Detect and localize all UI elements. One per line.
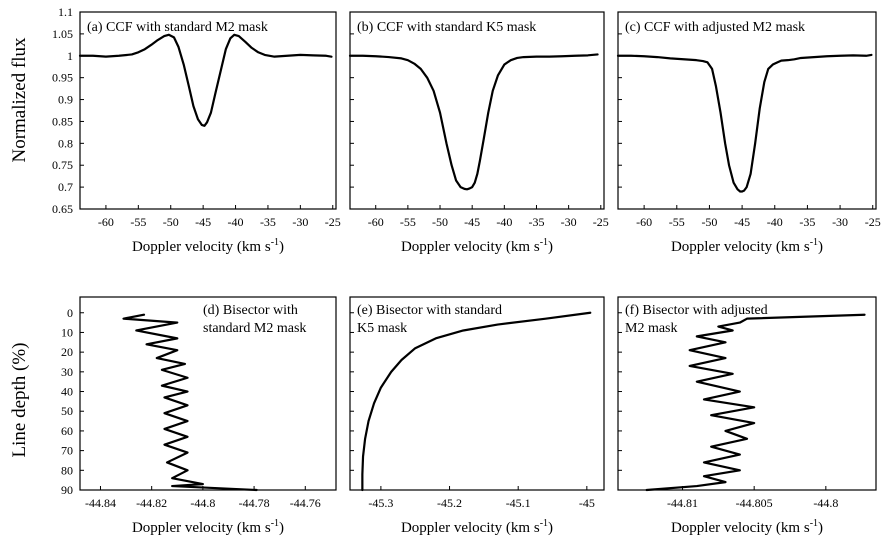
panel-c-title: (c) CCF with adjusted M2 mask (625, 20, 805, 35)
panel-d-title: (d) Bisector with (203, 303, 298, 318)
panel-a-x-tick-label: -60 (98, 215, 114, 229)
panel-c-frame (617, 11, 877, 210)
panel-f-series-line (645, 313, 866, 492)
panel-a-x-tick-label: -35 (260, 215, 276, 229)
panel-e-x-tick-label: -45 (579, 496, 595, 510)
panel-b-x-tick-label: -35 (528, 215, 544, 229)
panel-d-x-tick-label: -44.82 (136, 496, 167, 510)
panel-c-x-tick-label: -40 (767, 215, 783, 229)
panel-a-y-tick-label: 0.65 (52, 202, 73, 216)
panel-c-x-tick-label: -50 (701, 215, 717, 229)
panel-a-y-tick-label: 0.7 (58, 180, 73, 194)
panel-a-series-line (78, 33, 333, 127)
panel-b-frame (349, 11, 605, 210)
panel-f-frame (617, 296, 877, 491)
panel-a-y-tick-label: 1.05 (52, 27, 73, 41)
chart-panels: -60 -55 -50 -45 -40 -35 -30 -25 0.65 0.7 0.75 0.8 0.… (52, 5, 881, 536)
panel-a-y-tick-label: 1.1 (58, 5, 73, 19)
panel-f-title: M2 mask (625, 321, 678, 336)
panel-b-x-tick-label: -45 (464, 215, 480, 229)
panel-d-x-tick-label: -44.84 (85, 496, 116, 510)
panel-b-x-tick-label: -40 (496, 215, 512, 229)
panel-f: -44.81 -44.805 -44.8 (f) Bisector with adju… (617, 296, 877, 536)
panel-d-frame (79, 296, 337, 491)
panel-c-x-axis-label: Doppler velocity (km s-1) (671, 237, 823, 255)
panel-c-series-line (616, 53, 873, 193)
panel-d-y-tick-label: 40 (61, 385, 73, 399)
panel-d-x-tick-label: -44.8 (190, 496, 215, 510)
panel-b-x-tick-label: -25 (593, 215, 609, 229)
panel-c-x-tick-label: -35 (799, 215, 815, 229)
panel-d-y-tick-label: 10 (61, 325, 73, 339)
panel-b-x-tick-label: -30 (561, 215, 577, 229)
panel-d-x-tick-label: -44.78 (239, 496, 270, 510)
panel-c-x-tick-label: -55 (669, 215, 685, 229)
panel-c-x-tick-label: -60 (636, 215, 652, 229)
panel-e: -45.3 -45.2 -45.1 -45 (e) Bisector with stan… (349, 296, 605, 536)
panel-a-x-tick-label: -45 (195, 215, 211, 229)
panel-b-x-tick-label: -60 (368, 215, 384, 229)
panel-f-x-tick-label: -44.805 (736, 496, 773, 510)
panel-c: -60 -55 -50 -45 -40 -35 -30 -25 (c) CCF with adj… (616, 11, 881, 255)
panel-a-y-tick-label: 0.8 (58, 136, 73, 150)
panel-e-x-tick-label: -45.3 (368, 496, 393, 510)
panel-f-x-tick-label: -44.81 (667, 496, 698, 510)
panel-e-x-tick-label: -45.2 (437, 496, 462, 510)
panel-d: -44.84 -44.82 -44.8 -44.78 -44.76 0 10 20 30 40 50… (61, 296, 337, 536)
panel-a: -60 -55 -50 -45 -40 -35 -30 -25 0.65 0.7 0.75 0.8 0.… (52, 5, 341, 255)
panel-c-x-tick-label: -30 (832, 215, 848, 229)
panel-d-y-tick-label: 50 (61, 404, 73, 418)
panel-d-title: standard M2 mask (203, 321, 306, 336)
panel-a-y-tick-label: 1 (67, 49, 73, 63)
panel-a-title: (a) CCF with standard M2 mask (87, 20, 268, 35)
panel-d-x-axis-label: Doppler velocity (km s-1) (132, 518, 284, 536)
panel-b-title: (b) CCF with standard K5 mask (357, 20, 536, 35)
panel-d-y-tick-label: 70 (61, 444, 73, 458)
panel-d-y-tick-label: 90 (61, 483, 73, 497)
panel-a-y-tick-label: 0.95 (52, 71, 73, 85)
panel-a-x-axis-label: Doppler velocity (km s-1) (132, 237, 284, 255)
panel-a-y-tick-label: 0.9 (58, 93, 73, 107)
panel-d-y-tick-label: 20 (61, 345, 73, 359)
panel-a-x-tick-label: -25 (325, 215, 341, 229)
panel-a-frame (79, 11, 337, 210)
panel-d-y-tick-label: 80 (61, 463, 73, 477)
panel-b-x-tick-label: -55 (400, 215, 416, 229)
bottom-row-y-axis-label: Line depth (%) (9, 342, 30, 457)
panel-e-series-line (361, 311, 592, 492)
panel-e-title: K5 mask (357, 321, 407, 336)
panel-c-x-tick-label: -45 (734, 215, 750, 229)
panel-f-x-axis-label: Doppler velocity (km s-1) (671, 518, 823, 536)
panel-f-title: (f) Bisector with adjusted (625, 303, 768, 318)
panel-d-y-tick-label: 60 (61, 424, 73, 438)
panel-a-x-tick-label: -30 (292, 215, 308, 229)
panel-d-series-line (122, 313, 258, 492)
panel-c-x-tick-label: -25 (865, 215, 881, 229)
panel-a-y-tick-label: 0.85 (52, 114, 73, 128)
panel-e-x-axis-label: Doppler velocity (km s-1) (401, 518, 553, 536)
panel-d-y-tick-label: 0 (67, 306, 73, 320)
panel-b-series-line (348, 53, 599, 191)
top-row-y-axis-label: Normalized flux (9, 37, 30, 163)
panel-a-x-tick-label: -40 (228, 215, 244, 229)
panel-f-x-tick-label: -44.8 (813, 496, 838, 510)
panel-a-x-tick-label: -55 (130, 215, 146, 229)
panel-e-x-tick-label: -45.1 (506, 496, 531, 510)
panel-b-x-tick-label: -50 (432, 215, 448, 229)
panel-d-y-tick-label: 30 (61, 365, 73, 379)
panel-a-y-tick-label: 0.75 (52, 158, 73, 172)
panel-e-title: (e) Bisector with standard (357, 303, 502, 318)
panel-d-x-tick-label: -44.76 (290, 496, 321, 510)
panel-a-x-tick-label: -50 (163, 215, 179, 229)
panel-e-frame (349, 296, 605, 491)
panel-b: -60 -55 -50 -45 -40 -35 -30 -25 (b) CCF with sta… (348, 11, 609, 255)
panel-b-x-axis-label: Doppler velocity (km s-1) (401, 237, 553, 255)
